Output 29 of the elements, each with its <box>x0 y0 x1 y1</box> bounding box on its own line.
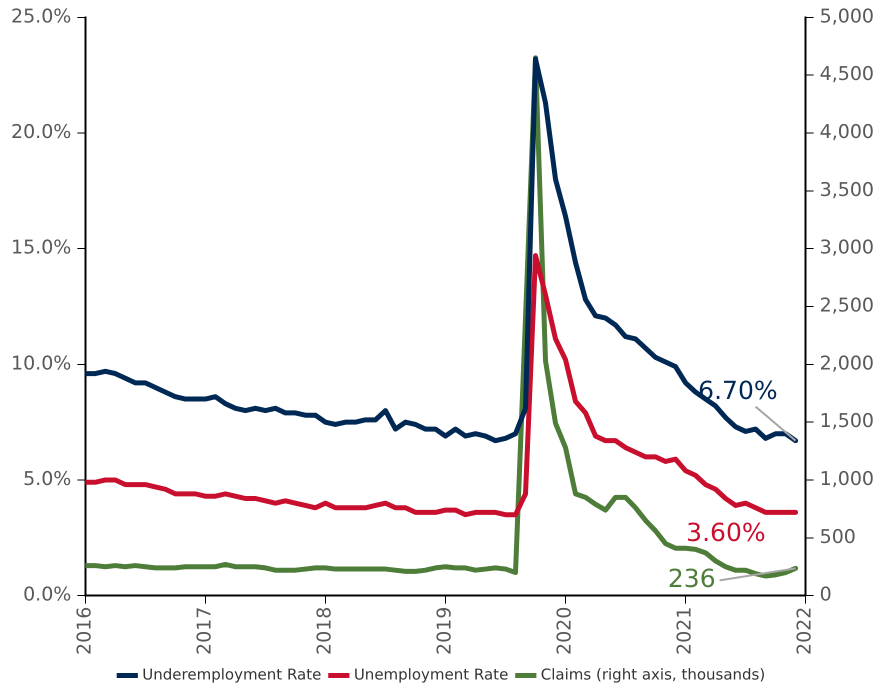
legend-label: Unemployment Rate <box>354 665 508 684</box>
x-tick-label: 2016 <box>73 606 96 656</box>
x-tick-label: 2017 <box>193 606 216 656</box>
y2-tick-label: 500 <box>820 526 856 548</box>
x-tick-label: 2018 <box>313 606 336 656</box>
y2-tick-label: 4,500 <box>820 63 874 86</box>
y2-tick-label: 2,500 <box>820 294 874 316</box>
x-tick-label: 2022 <box>794 606 816 656</box>
x-tick-label: 2019 <box>433 606 456 656</box>
legend-label: Underemployment Rate <box>142 665 322 684</box>
y-tick-label: 0.0% <box>23 584 72 606</box>
x-tick-label: 2020 <box>553 606 576 656</box>
y-tick-label: 20.0% <box>11 120 72 143</box>
y-tick-label: 25.0% <box>11 5 72 28</box>
y-tick-label: 5.0% <box>23 468 72 490</box>
legend-label: Claims (right axis, thousands) <box>540 665 766 684</box>
y-tick-label: 15.0% <box>11 236 72 259</box>
y2-tick-label: 5,000 <box>820 5 874 28</box>
y2-tick-label: 3,000 <box>820 236 874 259</box>
y-tick-label: 10.0% <box>11 352 72 374</box>
y2-tick-label: 0 <box>820 584 832 606</box>
data-label: 3.60% <box>686 518 766 547</box>
y2-tick-label: 4,000 <box>820 120 874 143</box>
y2-tick-label: 3,500 <box>820 178 874 201</box>
x-tick-label: 2021 <box>674 606 696 656</box>
y2-tick-label: 1,500 <box>820 410 874 432</box>
data-label: 236 <box>668 564 716 593</box>
y2-tick-label: 2,000 <box>820 352 874 374</box>
y2-tick-label: 1,000 <box>820 468 874 490</box>
